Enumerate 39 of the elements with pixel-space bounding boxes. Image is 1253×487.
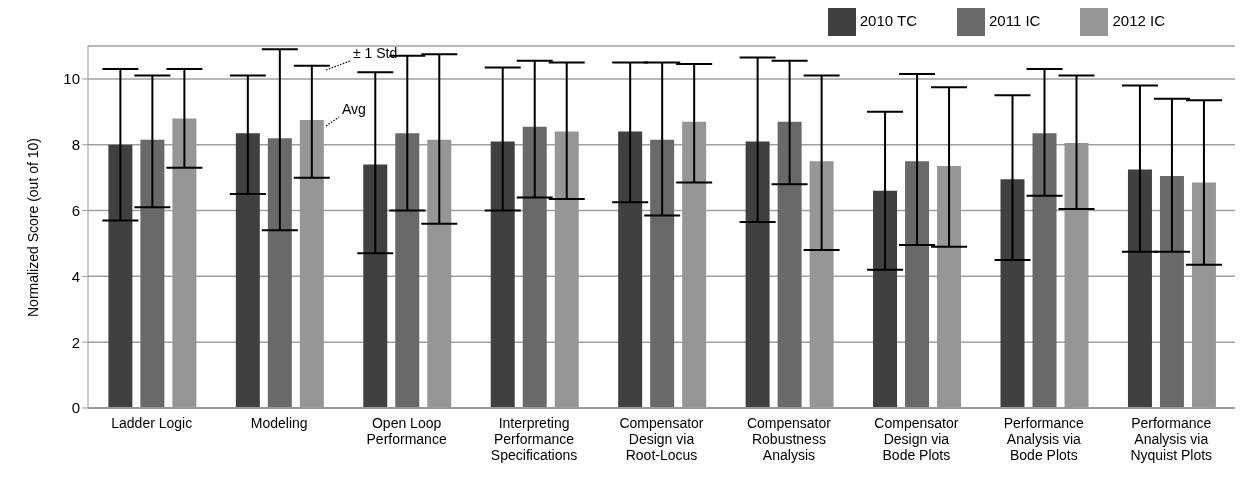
x-tick-label: Performance Analysis via Nyquist Plots	[1130, 415, 1213, 463]
bar	[490, 141, 515, 408]
bar	[1032, 133, 1057, 408]
x-tick-label: Compensator Design via Bode Plots	[874, 415, 959, 463]
bar	[363, 164, 388, 408]
bar	[395, 133, 420, 408]
y-tick-label: 10	[63, 70, 80, 88]
y-tick-label: 0	[71, 399, 80, 417]
bar	[745, 141, 770, 408]
legend-label: 2012 IC	[1112, 11, 1165, 29]
bar	[267, 138, 292, 408]
y-tick-label: 6	[71, 201, 80, 219]
bar	[140, 139, 165, 408]
bar	[618, 131, 643, 408]
bar	[905, 161, 930, 408]
x-tick-label: Modeling	[250, 415, 308, 431]
x-tick-label: Compensator Robustness Analysis	[746, 415, 832, 463]
y-tick-label: 4	[71, 267, 80, 285]
bar	[235, 133, 260, 408]
y-axis-title: Normalized Score (out of 10)	[24, 138, 41, 317]
annotation: ± 1 Std	[353, 45, 398, 61]
bar	[873, 190, 898, 408]
y-tick-label: 8	[71, 136, 80, 154]
bar	[108, 144, 133, 408]
annotation: Avg	[342, 101, 366, 117]
bar	[522, 126, 547, 408]
legend-label: 2011 IC	[989, 11, 1041, 29]
x-tick-label: Interpreting Performance Specifications	[490, 415, 578, 463]
y-tick-label: 2	[71, 333, 80, 351]
x-tick-label: Performance Analysis via Bode Plots	[1003, 415, 1085, 463]
bar	[777, 121, 802, 408]
x-tick-label: Ladder Logic	[111, 415, 193, 431]
bar	[1159, 175, 1184, 408]
x-tick-label: Compensator Design via Root-Locus	[619, 415, 704, 463]
bar	[1000, 179, 1025, 408]
bar	[1127, 169, 1152, 408]
bar	[650, 139, 675, 408]
legend-label: 2010 TC	[859, 11, 918, 29]
x-tick-label: Open Loop Performance	[366, 415, 447, 447]
